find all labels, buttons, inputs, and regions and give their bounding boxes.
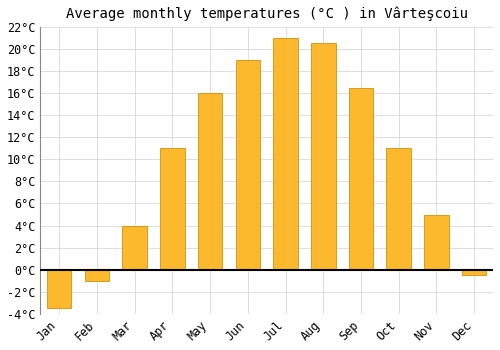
Bar <box>386 148 411 270</box>
Bar <box>462 270 486 275</box>
Bar <box>236 60 260 270</box>
Bar <box>122 225 147 270</box>
Bar <box>198 93 222 270</box>
Bar <box>311 43 336 270</box>
Bar <box>160 148 184 270</box>
Bar <box>84 270 109 281</box>
Title: Average monthly temperatures (°C ) in Vârteşcoiu: Average monthly temperatures (°C ) in Vâ… <box>66 7 468 21</box>
Bar <box>424 215 448 270</box>
Bar <box>47 270 72 308</box>
Bar <box>274 38 298 270</box>
Bar <box>348 88 374 270</box>
